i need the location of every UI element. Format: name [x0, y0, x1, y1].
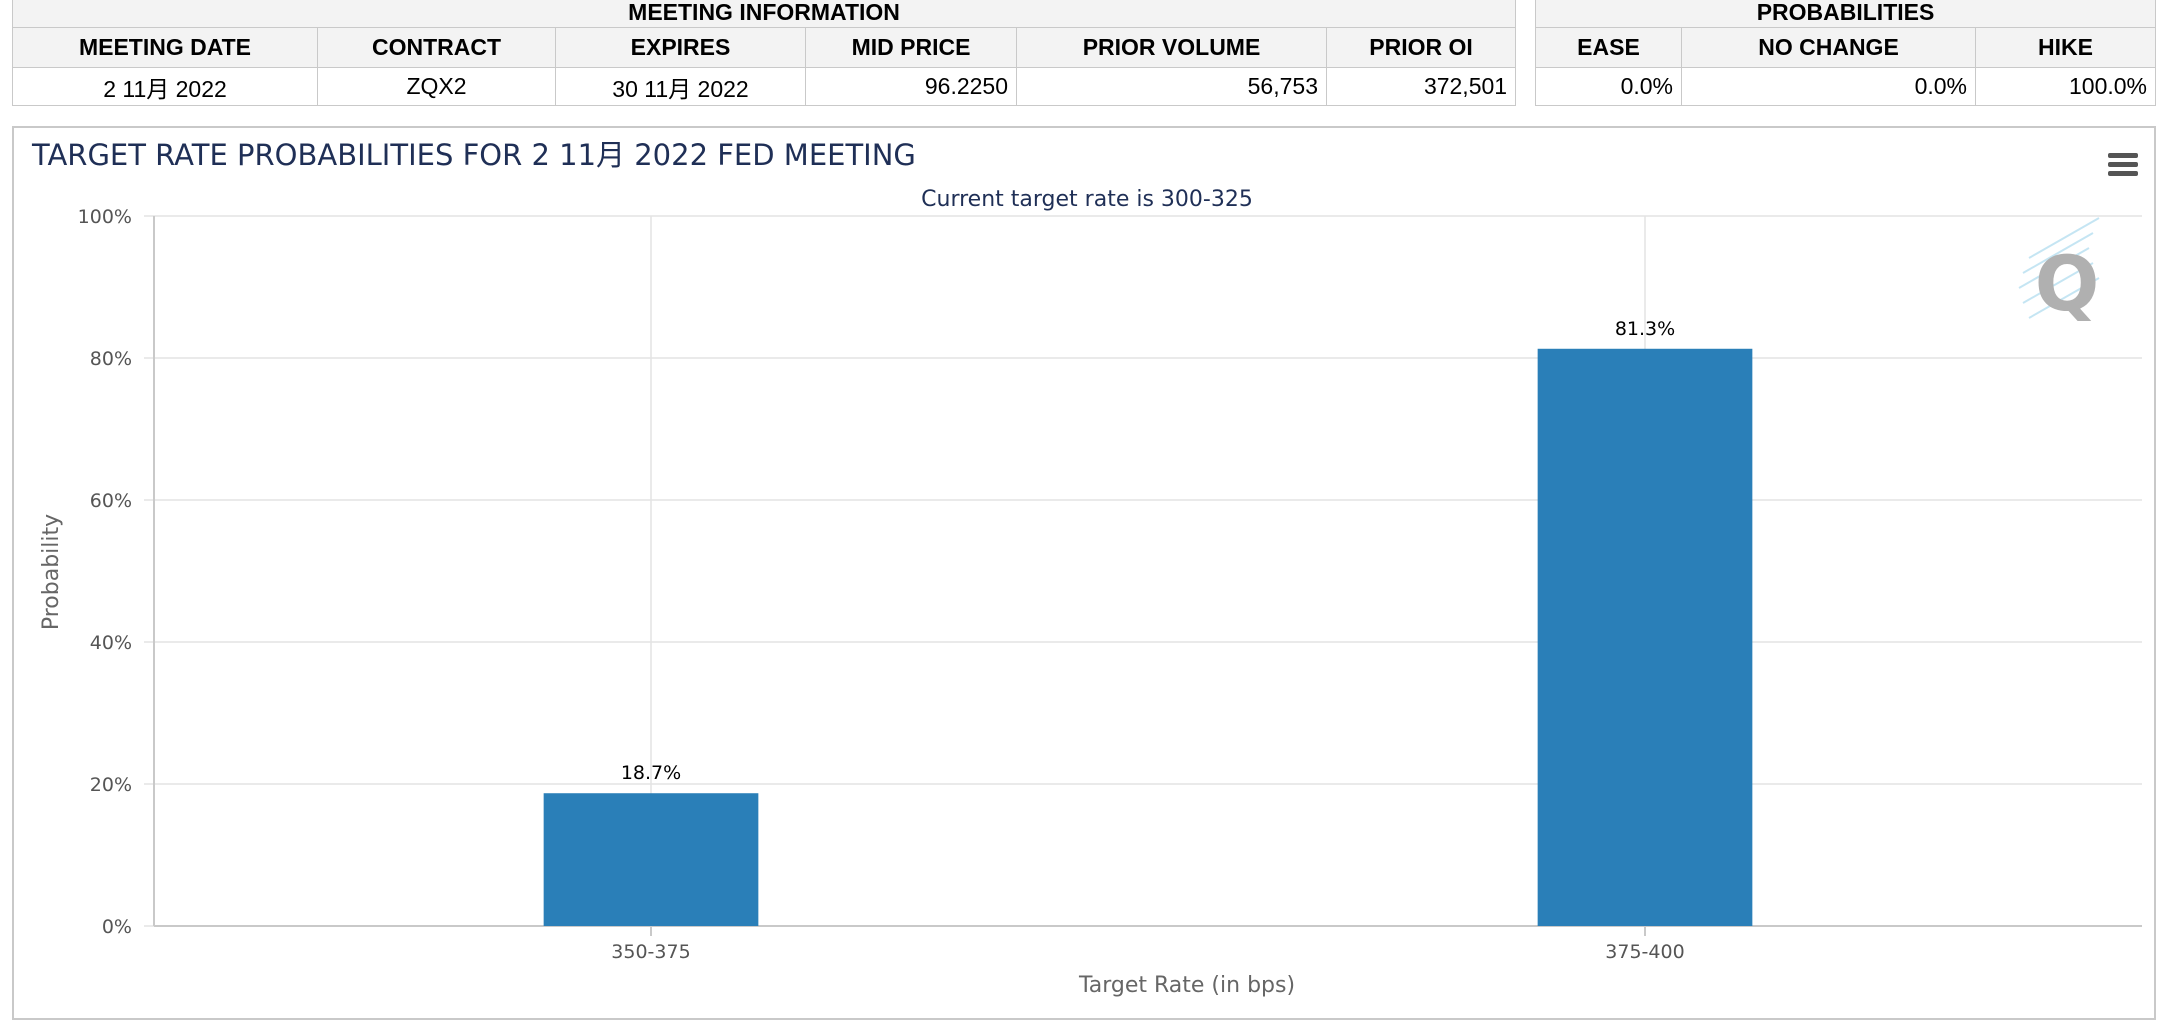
- cell-no-change: 0.0%: [1681, 67, 1976, 106]
- data-labels: 18.7% 81.3%: [621, 318, 1675, 784]
- q-logo-icon: Q: [2018, 217, 2100, 328]
- cell-ease: 0.0%: [1535, 67, 1682, 106]
- probability-chart: TARGET RATE PROBABILITIES FOR 2 11月 2022…: [31, 138, 2144, 998]
- cell-expires: 30 11月 2022: [555, 67, 806, 106]
- cell-mid-price: 96.2250: [805, 67, 1017, 106]
- cell-contract: ZQX2: [317, 67, 556, 106]
- bars: [543, 348, 1753, 926]
- x-tick-label: 350-375: [611, 941, 690, 963]
- header-ease: EASE: [1535, 27, 1682, 68]
- data-label: 81.3%: [1615, 318, 1675, 340]
- meeting-information-table: MEETING INFORMATION MEETING DATE CONTRAC…: [11, 0, 1517, 106]
- chart-panel: TARGET RATE PROBABILITIES FOR 2 11月 2022…: [12, 126, 2156, 1020]
- gridlines: [144, 215, 2142, 927]
- data-label: 18.7%: [621, 762, 681, 784]
- probabilities-heading: PROBABILITIES: [1535, 0, 2156, 28]
- x-axis-title: Target Rate (in bps): [1078, 973, 1295, 998]
- x-tick-label: 375-400: [1605, 941, 1684, 963]
- header-no-change: NO CHANGE: [1681, 27, 1976, 68]
- header-mid-price: MID PRICE: [805, 27, 1017, 68]
- chart-title: TARGET RATE PROBABILITIES FOR 2 11月 2022…: [31, 138, 916, 172]
- header-hike: HIKE: [1975, 27, 2156, 68]
- header-contract: CONTRACT: [317, 27, 556, 68]
- header-expires: EXPIRES: [555, 27, 806, 68]
- y-tick-label: 100%: [78, 206, 132, 228]
- probabilities-table: PROBABILITIES EASE NO CHANGE HIKE 0.0% 0…: [1535, 0, 2156, 106]
- x-gridlines: [650, 216, 1646, 926]
- cell-prior-volume: 56,753: [1016, 67, 1327, 106]
- table-row: 2 11月 2022 ZQX2 30 11月 2022 96.2250 56,7…: [12, 67, 1517, 106]
- x-axis-ticks: 350-375 375-400: [611, 926, 1685, 963]
- bar-350-375[interactable]: [543, 793, 759, 926]
- y-axis-title: Probability: [39, 514, 64, 630]
- q-logo-letter: Q: [2035, 239, 2100, 328]
- chart-subtitle: Current target rate is 300-325: [921, 187, 1253, 212]
- bar-375-400[interactable]: [1537, 348, 1753, 926]
- y-tick-label: 0%: [102, 916, 132, 938]
- table-row: 0.0% 0.0% 100.0%: [1535, 67, 2156, 106]
- cell-meeting-date: 2 11月 2022: [12, 67, 318, 106]
- y-tick-label: 80%: [90, 348, 132, 370]
- y-tick-label: 20%: [90, 774, 132, 796]
- cell-hike: 100.0%: [1975, 67, 2156, 106]
- y-axis-ticks: 0% 20% 40% 60% 80% 100%: [78, 206, 132, 938]
- y-tick-label: 40%: [90, 632, 132, 654]
- y-tick-label: 60%: [90, 490, 132, 512]
- meeting-information-heading: MEETING INFORMATION: [11, 0, 1517, 28]
- cell-prior-oi: 372,501: [1325, 67, 1517, 106]
- header-prior-volume: PRIOR VOLUME: [1016, 27, 1327, 68]
- header-meeting-date: MEETING DATE: [12, 27, 318, 68]
- header-prior-oi: PRIOR OI: [1325, 27, 1517, 68]
- chart-menu-icon[interactable]: [2102, 147, 2144, 183]
